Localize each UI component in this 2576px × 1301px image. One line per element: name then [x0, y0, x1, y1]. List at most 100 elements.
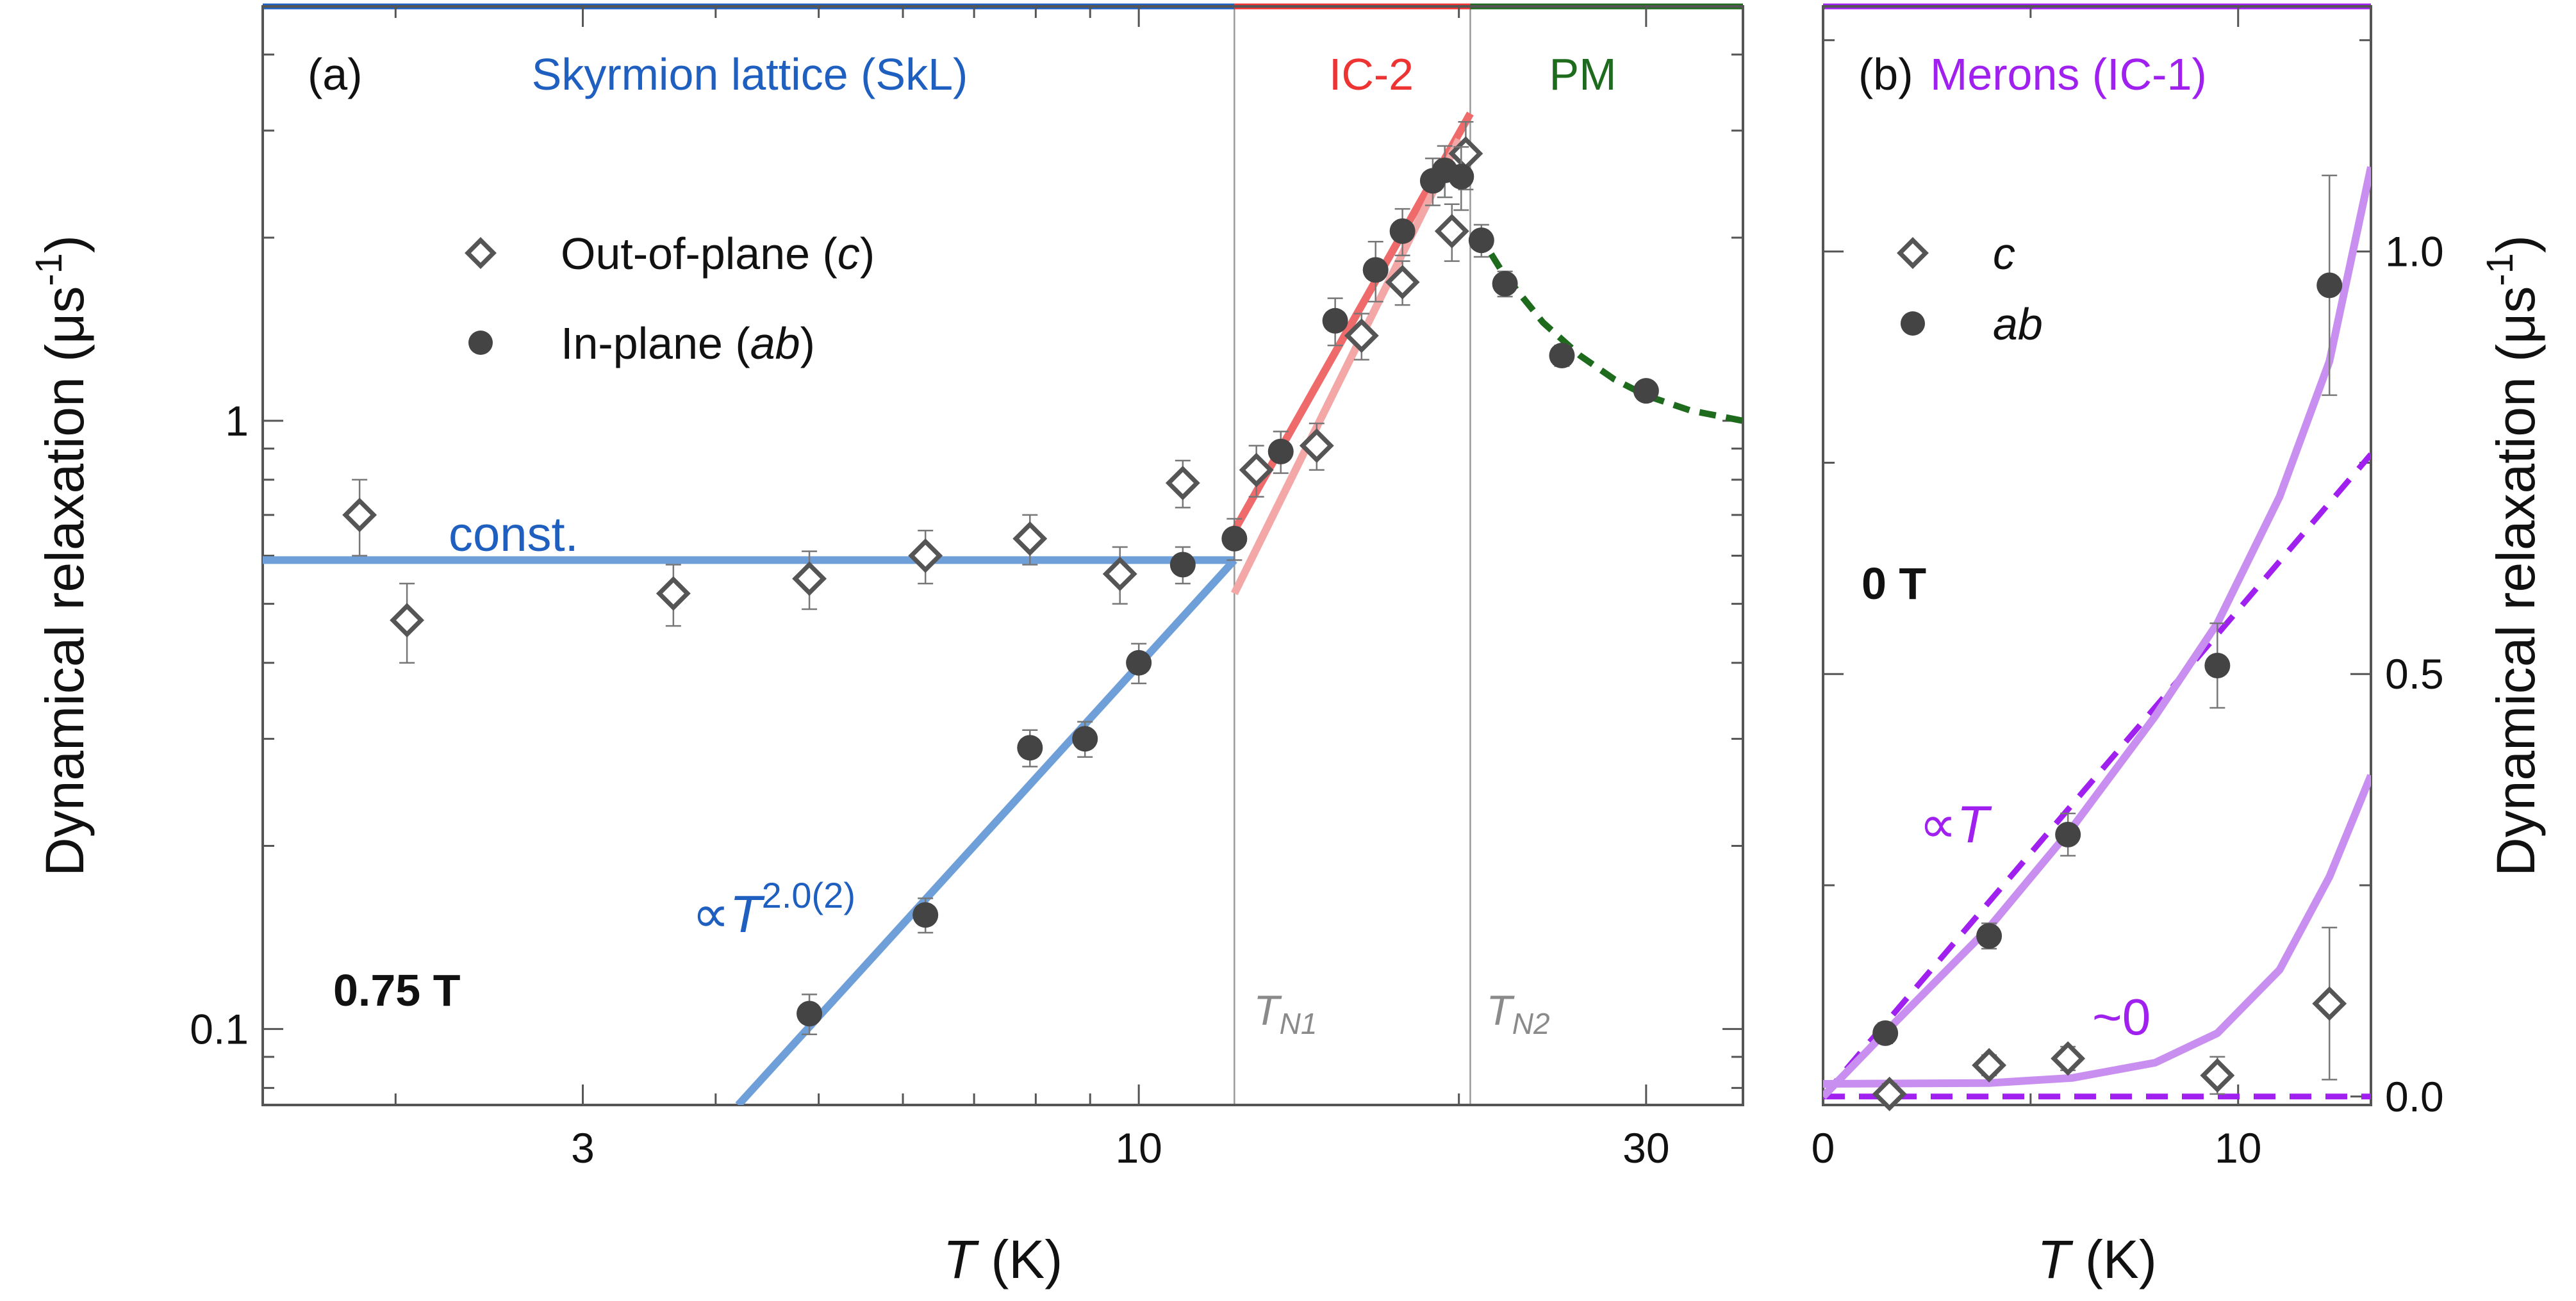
- legend-marker-open-diamond: [465, 237, 497, 269]
- data-point-filled-circle: [1322, 307, 1348, 334]
- data-point-filled-circle: [1549, 343, 1575, 369]
- data-point-filled-circle: [1468, 227, 1494, 254]
- data-point-open-diamond: [390, 603, 425, 638]
- data-point-open-diamond: [342, 497, 377, 532]
- data-point-filled-circle: [1267, 438, 1294, 464]
- transition-symbol: T: [1253, 986, 1282, 1034]
- x-tick-label: 3: [571, 1124, 595, 1172]
- data-point-filled-circle: [1169, 552, 1196, 578]
- data-point-open-diamond: [1385, 265, 1420, 300]
- data-point-filled-circle: [2316, 272, 2343, 299]
- legend-label-text: In-plane (: [561, 318, 750, 368]
- legend-marker-open-diamond: [1897, 237, 1929, 269]
- legend-label-close: ): [860, 229, 875, 279]
- data-point-open-diamond: [908, 538, 943, 573]
- series-c: [1872, 926, 2347, 1111]
- fit-line-linear-IC2-c: [1230, 138, 1463, 596]
- data-point-open-diamond: [1239, 452, 1274, 487]
- data-point-open-diamond: [2312, 986, 2347, 1021]
- data-point-filled-circle: [1492, 270, 1518, 297]
- y-axis-label-superscript: -1: [2479, 253, 2521, 286]
- phase-label-merons: Merons (IC-1): [1930, 49, 2207, 99]
- legend-b: c ab: [1897, 229, 2043, 349]
- x-axis-label-symbol: T: [2037, 1229, 2074, 1289]
- transition-subscript: N1: [1280, 1007, 1317, 1040]
- x-tick-label: 10: [1115, 1124, 1162, 1172]
- data-point-open-diamond: [1872, 1076, 1907, 1111]
- fit-line-curve-c: [1823, 774, 2371, 1088]
- panel-label-a: (a): [308, 49, 363, 99]
- proportional-symbol: ∝: [692, 885, 730, 944]
- data-point-filled-circle: [1221, 525, 1248, 552]
- data-point-filled-circle: [1976, 923, 2002, 949]
- y-tick-label: 1: [225, 397, 249, 445]
- x-tick-label: 30: [1622, 1124, 1669, 1172]
- legend-label: In-plane (ab): [561, 318, 815, 368]
- x-axis-label-symbol: T: [943, 1229, 980, 1289]
- legend-label: c: [1993, 229, 2015, 279]
- data-point-filled-circle: [1072, 726, 1098, 752]
- transition-label-n2: TN2: [1486, 986, 1549, 1040]
- legend-label: Out-of-plane (c): [561, 229, 875, 279]
- x-axis-label-b: T (K): [2037, 1229, 2157, 1289]
- y-tick-label: 0.1: [190, 1005, 249, 1052]
- panel-a: 3 10 30 0.1 1 Skyrmion lattice (SkL) IC-2 PM (a)…: [28, 3, 1744, 1289]
- fit-lines-b: [1823, 166, 2371, 1100]
- data-point-open-diamond: [1434, 213, 1469, 249]
- y-axis-label-text: Dynamical relaxation (μs: [2486, 286, 2546, 876]
- data-point-open-diamond: [1344, 318, 1379, 353]
- exponent: 2.0(2): [762, 875, 855, 915]
- legend-label-close: ): [800, 318, 815, 368]
- data-point-filled-circle: [1126, 650, 1152, 676]
- data-point-filled-circle: [1633, 378, 1659, 404]
- data-point-filled-circle: [912, 902, 939, 928]
- data-point-filled-circle: [1448, 163, 1474, 190]
- legend-a: Out-of-plane (c) In-plane (ab): [465, 229, 875, 368]
- field-label-b: 0 T: [1862, 559, 1926, 609]
- proportional-symbol: ∝: [1919, 796, 1957, 854]
- x-axis-label-unit: (K): [976, 1229, 1062, 1289]
- data-point-open-diamond: [1972, 1048, 2007, 1083]
- x-tick-label: 0: [1812, 1124, 1835, 1172]
- annotation-approx-zero: ~0: [2092, 988, 2151, 1045]
- data-point-open-diamond: [1102, 557, 1137, 591]
- data-point-filled-circle: [2055, 821, 2081, 847]
- phase-label: Skyrmion lattice (SkL): [532, 49, 968, 99]
- y-axis-label-superscript: -1: [28, 253, 70, 286]
- transition-subscript: N2: [1512, 1007, 1550, 1040]
- transition-symbol: T: [1486, 986, 1515, 1034]
- temperature-symbol: T: [730, 885, 765, 944]
- x-axis-label-a: T (K): [943, 1229, 1063, 1289]
- data-point-filled-circle: [2204, 653, 2231, 678]
- field-label-a: 0.75 T: [333, 965, 460, 1015]
- legend-label: ab: [1993, 299, 2043, 349]
- y-axis-label-b: Dynamical relaxation (μs-1): [2479, 235, 2546, 876]
- data-point-open-diamond: [656, 576, 691, 611]
- panel-label-b: (b): [1858, 49, 1913, 99]
- transition-label-n1: TN1: [1253, 986, 1317, 1040]
- data-point-open-diamond: [2051, 1041, 2086, 1076]
- data-point-filled-circle: [1872, 1020, 1899, 1046]
- y-tick-label: 0.5: [2385, 650, 2444, 698]
- fit-line-curve-ab: [1823, 166, 2371, 1099]
- legend-label-italic: c: [838, 229, 860, 279]
- fit-line-PM-decay: [1474, 229, 1743, 424]
- data-point-filled-circle: [1017, 735, 1043, 761]
- x-axis-label-unit: (K): [2070, 1229, 2157, 1289]
- phase-label: PM: [1549, 49, 1617, 99]
- y-tick-label: 0.0: [2385, 1073, 2444, 1120]
- temperature-symbol: T: [1957, 796, 1992, 854]
- y-axis-label-text: Dynamical relaxation (μs: [35, 286, 95, 876]
- annotation-const: const.: [449, 507, 579, 562]
- phase-label: IC-2: [1329, 49, 1414, 99]
- data-point-open-diamond: [1165, 466, 1200, 501]
- data-point-open-diamond: [1012, 521, 1048, 556]
- y-axis-label-close: ): [2486, 235, 2546, 253]
- data-point-filled-circle: [1389, 218, 1416, 244]
- data-point-open-diamond: [792, 561, 827, 596]
- data-point-filled-circle: [797, 1001, 823, 1027]
- annotation-power-law: ∝T2.0(2): [692, 875, 855, 944]
- series-in-plane: [797, 145, 1659, 1035]
